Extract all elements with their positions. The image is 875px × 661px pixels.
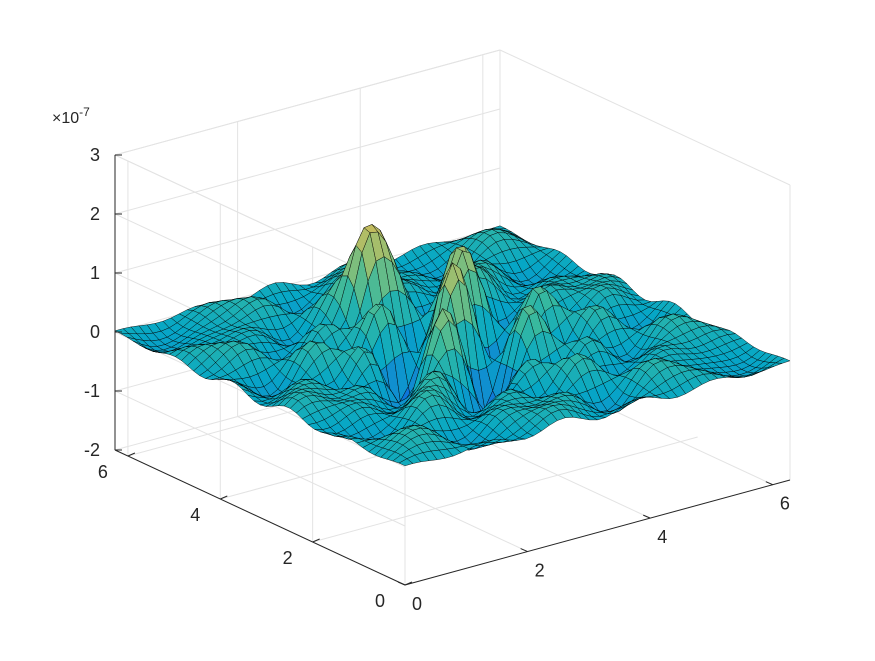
x-tick-mark [521,549,528,552]
y-tick-label: 4 [190,505,200,525]
y-axis-line [115,450,405,585]
y-tick-label: 6 [98,462,108,482]
box-edge-5 [500,50,790,185]
box-edge-2 [115,50,500,155]
z-tick-label: 2 [90,204,100,224]
x-tick-label: 2 [535,561,545,581]
x-tick-label: 6 [780,494,790,514]
z-tick-label: -1 [84,381,100,401]
x-tick-mark [643,515,650,518]
z-exponent-label: ×10-7 [52,105,90,127]
x-tick-label: 4 [657,527,667,547]
z-exponent-power: -7 [79,105,90,119]
x-tick-mark [398,582,405,585]
y-tick-label: 2 [283,548,293,568]
z-tick-label: 3 [90,145,100,165]
x-axis-line [405,480,790,585]
z-tick-label: 0 [90,322,100,342]
y-tick-label: 0 [375,591,385,611]
z-exponent-base: ×10 [52,110,79,127]
x-tick-mark [766,482,773,485]
x-tick-label: 0 [412,594,422,614]
z-tick-label: -2 [84,440,100,460]
z-tick-label: 1 [90,263,100,283]
